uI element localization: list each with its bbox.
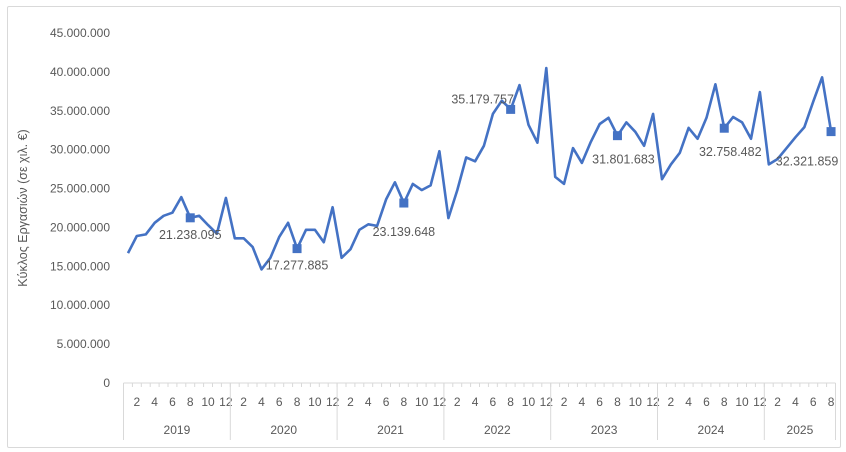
data-label: 17.277.885 <box>266 259 329 273</box>
month-tick-label: 12 <box>219 395 233 409</box>
month-tick-label: 6 <box>169 395 176 409</box>
month-tick-label: 8 <box>187 395 194 409</box>
data-label: 21.238.095 <box>159 228 222 242</box>
y-tick-label: 10.000.000 <box>50 298 110 312</box>
data-point-marker <box>826 127 836 137</box>
data-label: 32.321.859 <box>776 155 839 169</box>
month-tick-label: 8 <box>507 395 514 409</box>
month-tick-label: 2 <box>561 395 568 409</box>
month-tick-label: 8 <box>294 395 301 409</box>
month-tick-label: 12 <box>646 395 660 409</box>
data-label: 32.758.482 <box>699 145 762 159</box>
data-label: 31.801.683 <box>592 153 655 167</box>
year-label: 2022 <box>484 423 511 437</box>
month-tick-label: 4 <box>579 395 586 409</box>
y-tick-label: 25.000.000 <box>50 182 110 196</box>
month-tick-label: 10 <box>522 395 536 409</box>
month-tick-label: 8 <box>401 395 408 409</box>
month-tick-label: 6 <box>596 395 603 409</box>
year-label: 2023 <box>591 423 618 437</box>
y-tick-label: 0 <box>103 376 110 390</box>
data-point-marker <box>612 131 622 141</box>
year-label: 2025 <box>787 423 814 437</box>
data-point-marker <box>399 198 409 208</box>
month-tick-label: 2 <box>347 395 354 409</box>
month-tick-label: 4 <box>472 395 479 409</box>
month-tick-label: 10 <box>735 395 749 409</box>
data-point-marker <box>719 123 729 133</box>
data-point-marker <box>506 104 516 114</box>
month-tick-label: 2 <box>240 395 247 409</box>
month-tick-label: 10 <box>629 395 643 409</box>
year-label: 2021 <box>377 423 404 437</box>
series-line <box>126 66 833 271</box>
y-tick-label: 40.000.000 <box>50 65 110 79</box>
y-tick-label: 20.000.000 <box>50 220 110 234</box>
month-tick-label: 2 <box>774 395 781 409</box>
month-tick-label: 6 <box>490 395 497 409</box>
year-label: 2019 <box>164 423 191 437</box>
month-tick-label: 10 <box>415 395 429 409</box>
month-tick-label: 2 <box>134 395 141 409</box>
month-tick-label: 6 <box>810 395 817 409</box>
month-tick-label: 6 <box>383 395 390 409</box>
y-tick-label: 30.000.000 <box>50 143 110 157</box>
y-tick-label: 45.000.000 <box>50 26 110 40</box>
data-point-marker <box>292 244 302 254</box>
month-tick-label: 10 <box>308 395 322 409</box>
month-tick-label: 4 <box>151 395 158 409</box>
month-tick-label: 8 <box>828 395 835 409</box>
month-tick-label: 4 <box>258 395 265 409</box>
month-tick-label: 6 <box>276 395 283 409</box>
data-label: 23.139.648 <box>373 225 436 239</box>
y-tick-label: 15.000.000 <box>50 259 110 273</box>
y-tick-label: 5.000.000 <box>57 337 111 351</box>
year-label: 2024 <box>698 423 725 437</box>
month-tick-label: 8 <box>614 395 621 409</box>
month-tick-label: 12 <box>540 395 554 409</box>
month-tick-label: 6 <box>703 395 710 409</box>
month-tick-label: 10 <box>201 395 215 409</box>
month-tick-label: 4 <box>792 395 799 409</box>
data-point-marker <box>185 213 195 223</box>
month-tick-label: 8 <box>721 395 728 409</box>
month-tick-label: 4 <box>685 395 692 409</box>
month-tick-label: 12 <box>753 395 767 409</box>
month-tick-label: 2 <box>668 395 675 409</box>
month-tick-label: 12 <box>326 395 340 409</box>
y-tick-label: 35.000.000 <box>50 104 110 118</box>
year-label: 2020 <box>270 423 297 437</box>
month-tick-label: 4 <box>365 395 372 409</box>
data-label: 35.179.757 <box>451 92 514 106</box>
y-axis-title: Κύκλος Εργασιών (σε χιλ. €) <box>16 129 30 286</box>
month-tick-label: 12 <box>433 395 447 409</box>
month-tick-label: 2 <box>454 395 461 409</box>
